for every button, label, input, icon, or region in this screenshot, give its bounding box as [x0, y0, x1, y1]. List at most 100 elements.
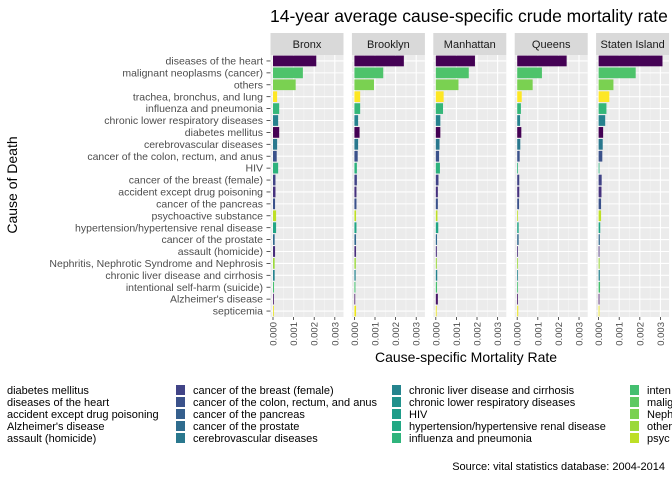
x-axis-label: Cause-specific Mortality Rate	[375, 349, 557, 365]
facet-strip	[433, 33, 507, 55]
legend-key	[630, 397, 639, 407]
facet-panel-manhattan: Manhattan 0.000 0.001 0.002 0.003	[431, 33, 507, 346]
bar-bronx-malignant-neoplasms-cancer	[273, 67, 303, 79]
legend-label: accident except drug poisoning	[7, 409, 159, 421]
bar-manhattan-influenza-and-pneumonia	[435, 103, 444, 114]
x-tick-label: 0.000	[594, 322, 605, 346]
x-tick-label: 0.003	[330, 322, 341, 346]
y-tick-label: Nephritis, Nephrotic Syndrome and Nephro…	[49, 258, 263, 270]
bar-brooklyn-cancer-of-the-pancreas	[354, 198, 357, 210]
bar-manhattan-chronic-lower-respiratory-diseases	[435, 115, 441, 126]
bar-staten-island-nephritis-nephrotic-syndrome-and-nephrosis	[598, 258, 600, 269]
bar-staten-island-chronic-liver-disease-and-cirrhosis	[598, 269, 600, 281]
bar-manhattan-diseases-of-the-heart	[435, 55, 475, 67]
bar-bronx-assault-homicide	[273, 246, 276, 257]
legend-key	[630, 409, 639, 419]
legend-label: cancer of the pancreas	[193, 409, 305, 421]
x-tick-label: 0.003	[575, 322, 586, 346]
panel-background	[270, 55, 344, 317]
bar-bronx-trachea-bronchus-and-lung	[273, 91, 278, 103]
y-tick-label: cancer of the breast (female)	[129, 175, 263, 187]
bar-queens-cancer-of-the-pancreas	[517, 198, 520, 210]
bar-manhattan-cancer-of-the-breast-female	[435, 174, 439, 186]
y-tick-label: accident except drug poisoning	[118, 187, 263, 199]
facet-panel-bronx: Bronx 0.000 0.001 0.002 0.003	[269, 33, 344, 346]
bar-brooklyn-diseases-of-the-heart	[354, 55, 404, 67]
bar-manhattan-intentional-self-harm-suicide	[435, 281, 438, 293]
y-tick-label: chronic lower respiratory diseases	[104, 115, 263, 127]
y-tick-label: HIV	[245, 163, 263, 175]
facet-strip-label: Brooklyn	[367, 39, 410, 51]
bar-bronx-diabetes-mellitus	[273, 127, 280, 138]
bar-queens-malignant-neoplasms-cancer	[517, 67, 542, 79]
legend-label: Alzheimer's disease	[7, 421, 104, 433]
y-tick-label: cancer of the pancreas	[156, 198, 263, 210]
bar-brooklyn-chronic-liver-disease-and-cirrhosis	[354, 269, 356, 281]
y-tick-label: Alzheimer's disease	[170, 294, 263, 306]
y-tick-label: diseases of the heart	[166, 56, 264, 68]
x-tick-label: 0.001	[289, 322, 300, 346]
bar-manhattan-malignant-neoplasms-cancer	[435, 67, 469, 79]
bar-manhattan-accident-except-drug-poisoning	[435, 186, 438, 198]
bar-staten-island-chronic-lower-respiratory-diseases	[598, 115, 606, 126]
bar-manhattan-diabetes-mellitus	[435, 127, 441, 138]
legend-label: chronic lower respiratory diseases	[409, 397, 576, 409]
legend-key	[176, 433, 185, 443]
bar-staten-island-cerebrovascular-diseases	[598, 138, 603, 150]
bar-queens-trachea-bronchus-and-lung	[517, 91, 522, 103]
bar-staten-island-cancer-of-the-pancreas	[598, 198, 602, 210]
legend-key	[630, 421, 639, 431]
bar-queens-accident-except-drug-poisoning	[517, 186, 520, 198]
bar-bronx-influenza-and-pneumonia	[273, 103, 280, 114]
bar-queens-cancer-of-the-colon-rectum-and-anus	[517, 150, 520, 162]
bar-bronx-alzheimer-s-disease	[273, 293, 274, 305]
bar-staten-island-trachea-bronchus-and-lung	[598, 91, 610, 103]
bar-brooklyn-hypertension-hypertensive-renal-disease	[354, 222, 357, 234]
bar-staten-island-hypertension-hypertensive-renal-disease	[598, 222, 601, 234]
bar-manhattan-others	[435, 79, 459, 91]
bar-bronx-chronic-liver-disease-and-cirrhosis	[273, 269, 275, 281]
legend-label: HIV	[409, 409, 428, 421]
bar-brooklyn-assault-homicide	[354, 246, 357, 257]
bar-manhattan-nephritis-nephrotic-syndrome-and-nephrosis	[435, 258, 437, 269]
bar-staten-island-intentional-self-harm-suicide	[598, 281, 601, 293]
bar-staten-island-cancer-of-the-colon-rectum-and-anus	[598, 150, 603, 162]
bar-bronx-hiv	[273, 162, 279, 174]
bar-brooklyn-influenza-and-pneumonia	[354, 103, 361, 114]
bar-queens-diseases-of-the-heart	[517, 55, 567, 67]
bar-manhattan-assault-homicide	[435, 246, 437, 257]
legend-label: psyc	[647, 433, 670, 445]
x-tick-label: 0.002	[554, 322, 565, 346]
x-tick-label: 0.002	[635, 322, 646, 346]
legend-label: cancer of the colon, rectum, and anus	[193, 397, 378, 409]
bar-bronx-septicemia	[273, 305, 274, 317]
x-tick-label: 0.000	[513, 322, 524, 346]
x-tick-label: 0.001	[371, 322, 382, 346]
legend-label: hypertension/hypertensive renal disease	[409, 421, 606, 433]
legend-key	[392, 433, 401, 443]
y-tick-label: chronic liver disease and cirrhosis	[105, 270, 263, 282]
facet-strip-label: Staten Island	[600, 39, 664, 51]
bar-brooklyn-psychoactive-substance	[354, 210, 357, 222]
legend-label: cerebrovascular diseases	[193, 433, 318, 445]
bar-queens-assault-homicide	[517, 246, 518, 257]
bar-staten-island-influenza-and-pneumonia	[598, 103, 607, 114]
bar-manhattan-hypertension-hypertensive-renal-disease	[435, 222, 439, 234]
facet-strip	[514, 33, 588, 55]
legend-label: Neph	[647, 409, 672, 421]
facet-panel-queens: Queens 0.000 0.001 0.002 0.003	[513, 33, 588, 346]
bar-manhattan-trachea-bronchus-and-lung	[435, 91, 444, 103]
bar-brooklyn-cancer-of-the-breast-female	[354, 174, 357, 186]
bar-bronx-hypertension-hypertensive-renal-disease	[273, 222, 277, 234]
legend-label: inten	[647, 385, 671, 397]
bar-staten-island-septicemia	[598, 305, 600, 317]
y-tick-label: others	[234, 79, 263, 91]
bar-queens-psychoactive-substance	[517, 210, 519, 222]
x-tick-label: 0.000	[350, 322, 361, 346]
x-tick-label: 0.003	[656, 322, 667, 346]
legend-label: chronic liver disease and cirrhosis	[409, 385, 575, 397]
bar-queens-chronic-lower-respiratory-diseases	[517, 115, 521, 126]
legend-label: diabetes mellitus	[7, 385, 89, 397]
bar-brooklyn-chronic-lower-respiratory-diseases	[354, 115, 359, 126]
